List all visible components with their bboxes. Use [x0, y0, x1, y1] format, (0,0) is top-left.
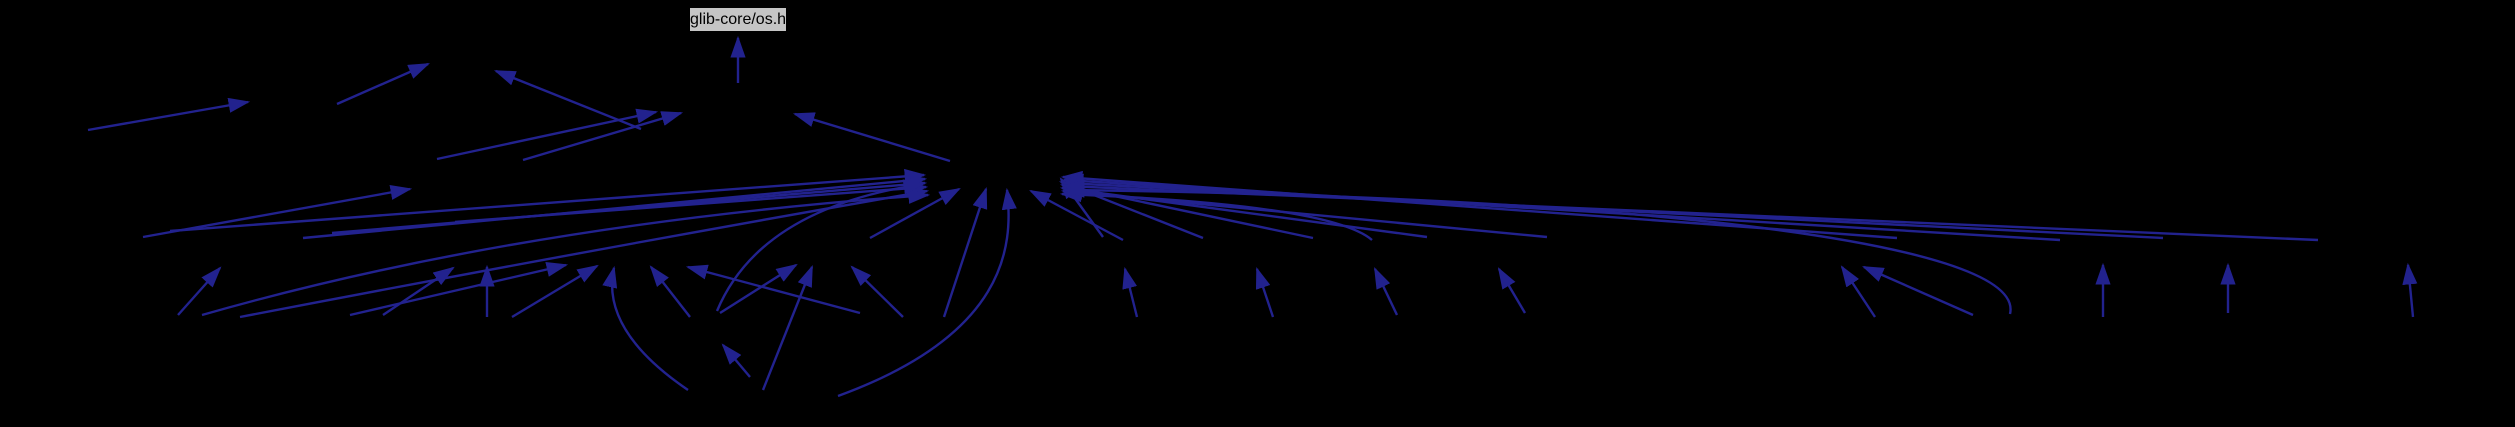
edge-arrow — [1122, 266, 1139, 318]
edge-arrow — [850, 265, 904, 318]
edge-arrow — [1862, 265, 1974, 317]
edge-arrow — [685, 264, 861, 315]
edge-arrow — [201, 188, 931, 317]
edge-arrow — [1029, 189, 1124, 242]
edge-arrow — [869, 187, 961, 240]
edge-arrow — [436, 108, 659, 161]
graph-node-glib-core-os-h[interactable]: glib-core/os.h — [688, 6, 788, 33]
edge-arrow — [1497, 267, 1527, 314]
edge-arrow — [721, 343, 751, 378]
edge-arrow — [87, 97, 251, 132]
edge-arrow — [1061, 173, 2061, 242]
edge-arrow — [1059, 187, 1373, 241]
edge-arrow — [177, 266, 222, 316]
edge-arrow — [382, 266, 455, 316]
edge-arrow — [336, 62, 430, 106]
edge-arrow — [1373, 267, 1399, 316]
edge-arrow — [511, 264, 599, 319]
edge-arrow — [1062, 182, 2012, 315]
edge-arrow — [649, 265, 691, 318]
edge-arrow — [761, 264, 814, 391]
edge-arrow — [602, 265, 689, 391]
edge-arrow — [792, 112, 951, 163]
edge-arrow — [454, 180, 929, 224]
edge-arrow — [1255, 266, 1275, 318]
edge-arrow — [2402, 262, 2418, 318]
edge-arrow — [169, 168, 927, 233]
edge-arrow — [349, 262, 569, 317]
edge-arrow — [837, 187, 1017, 398]
edge-arrow — [719, 263, 798, 315]
graph-node-label: glib-core/os.h — [689, 10, 787, 28]
edge-arrow — [1840, 265, 1877, 318]
edge-arrow — [715, 179, 926, 312]
edge-arrow — [942, 186, 988, 318]
